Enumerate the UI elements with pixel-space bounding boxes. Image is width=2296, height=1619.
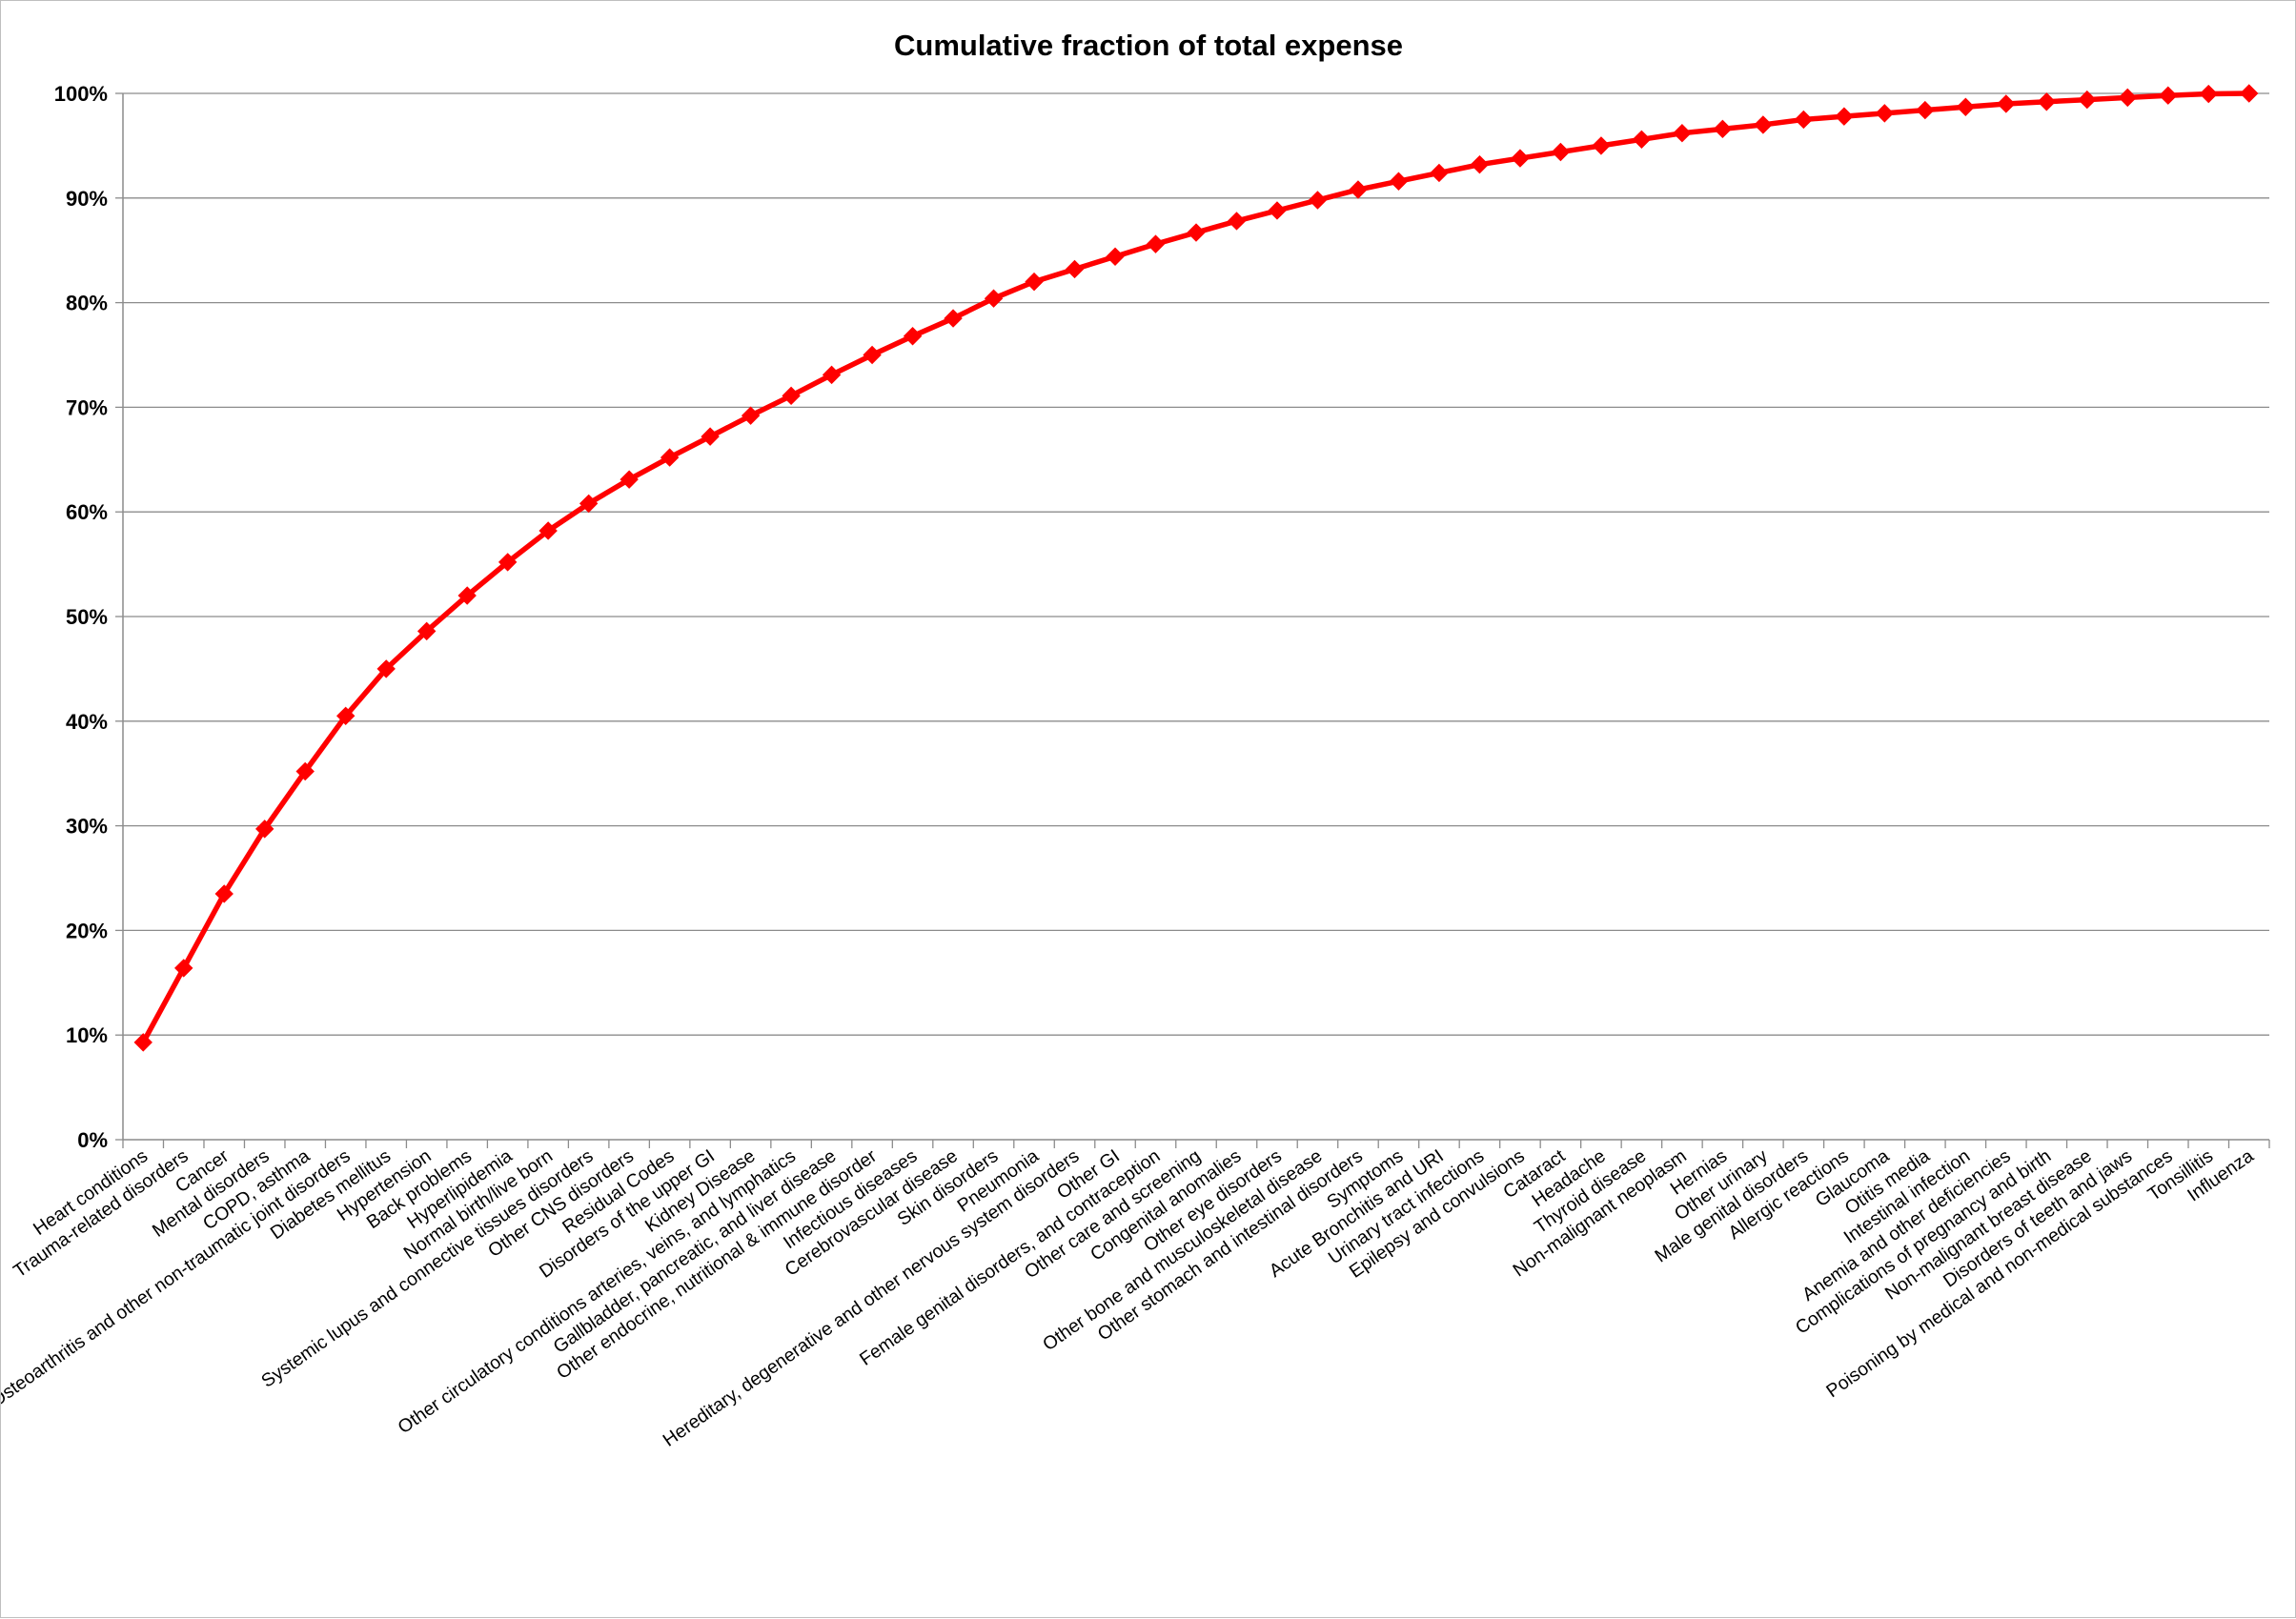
data-point [1146, 234, 1166, 253]
data-point [944, 309, 963, 328]
data-point [2199, 84, 2218, 104]
series [133, 84, 2259, 1052]
data-point [1389, 172, 1409, 191]
data-point [1673, 124, 1692, 143]
data-point [984, 289, 1004, 308]
data-point [1349, 180, 1368, 199]
y-tick-label: 40% [66, 710, 108, 734]
data-point [903, 327, 923, 346]
y-tick-label: 70% [66, 395, 108, 419]
data-point [1227, 212, 1247, 231]
data-point [1268, 201, 1287, 220]
data-point [1025, 272, 1044, 292]
y-tick-label: 50% [66, 605, 108, 629]
data-point [1065, 259, 1085, 279]
data-point [174, 959, 193, 978]
y-tick-label: 0% [77, 1128, 108, 1152]
data-point [620, 470, 639, 489]
data-point [1794, 110, 1814, 130]
data-point [863, 345, 882, 365]
data-point [782, 386, 801, 406]
y-tick-label: 20% [66, 919, 108, 942]
axes [115, 92, 2270, 1148]
data-point [457, 586, 477, 605]
data-point [376, 659, 396, 678]
data-point [1956, 97, 1976, 116]
data-point [1713, 119, 1733, 139]
data-point [1106, 247, 1125, 266]
data-point [1875, 104, 1895, 123]
y-tick-label: 90% [66, 187, 108, 211]
y-tick-label: 60% [66, 500, 108, 524]
data-point [1632, 130, 1652, 150]
y-tick-label: 30% [66, 815, 108, 839]
y-tick-label: 80% [66, 292, 108, 315]
data-point [417, 621, 437, 641]
data-point [498, 553, 518, 572]
gridlines [123, 92, 2269, 1036]
data-point [214, 884, 234, 903]
data-point [1430, 163, 1449, 183]
data-point [1997, 94, 2016, 113]
data-point [2240, 84, 2259, 103]
data-point [133, 1033, 152, 1052]
data-point [1754, 115, 1773, 134]
data-point [1551, 142, 1571, 162]
data-point [1916, 100, 1935, 120]
data-point [295, 761, 315, 781]
data-point [1511, 149, 1530, 168]
data-point [1308, 191, 1328, 210]
data-point [2159, 86, 2178, 105]
data-point [1470, 154, 1490, 174]
y-tick-label: 10% [66, 1023, 108, 1047]
data-point [741, 406, 761, 425]
chart-title: Cumulative fraction of total expense [894, 29, 1403, 62]
data-point [2078, 90, 2097, 110]
data-point [2037, 92, 2057, 111]
data-point [538, 521, 558, 540]
y-tick-label: 100% [54, 82, 108, 106]
data-point [660, 448, 680, 467]
data-point [1592, 136, 1611, 155]
data-point [701, 427, 720, 446]
data-point [1187, 223, 1206, 242]
data-point [335, 706, 356, 726]
data-point [2118, 88, 2137, 108]
data-point [255, 820, 274, 839]
data-point [1835, 107, 1854, 126]
data-point [822, 365, 842, 385]
data-point [579, 494, 599, 514]
y-axis-tick-labels: 0% 10% 20% 30% 40% 50% 60% 70% 80% 90% 100% [54, 82, 108, 1152]
